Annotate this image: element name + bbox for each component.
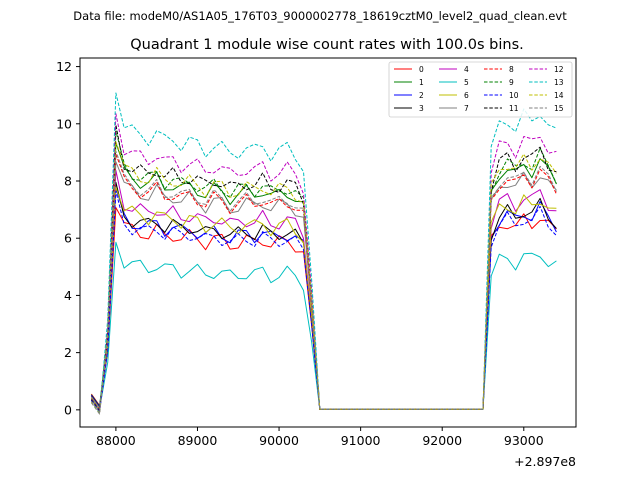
y-tick-label: 12 [56,59,72,74]
y-tick-label: 2 [64,345,72,360]
x-tick-label: 88000 [96,433,136,448]
x-tick-label: 89000 [178,433,218,448]
legend-label-1: 1 [419,78,424,87]
y-axis: 0 2 4 6 8 10 12 [56,59,80,417]
series-group [90,92,557,415]
series-line-8 [90,153,557,411]
legend-label-5: 5 [464,78,469,87]
x-offset-label: +2.897e8 [514,454,576,469]
legend-label-15: 15 [554,104,564,113]
x-tick-label: 92000 [422,433,462,448]
figure-suptitle: Data file: modeM0/AS1A05_176T03_90000027… [73,9,567,23]
legend-label-8: 8 [509,65,514,74]
legend-frame [388,61,573,118]
plot-frame [79,57,577,428]
legend-label-9: 9 [509,78,514,87]
legend-label-7: 7 [464,104,469,113]
legend-label-13: 13 [554,78,564,87]
legend-label-4: 4 [464,65,469,74]
chart-title: Quadrant 1 module wise count rates with … [130,37,524,53]
y-tick-label: 8 [64,174,72,189]
legend-label-14: 14 [554,91,564,100]
series-line-15 [90,150,557,415]
x-tick-label: 93000 [504,433,544,448]
legend-label-10: 10 [509,91,519,100]
x-tick-label: 90000 [259,433,299,448]
legend-label-12: 12 [554,65,564,74]
x-tick-label: 91000 [341,433,381,448]
y-tick-label: 10 [56,116,72,131]
x-axis: 88000 89000 90000 91000 92000 93000 [96,427,544,448]
legend-label-3: 3 [419,104,424,113]
y-tick-label: 6 [64,231,72,246]
legend-label-11: 11 [509,104,519,113]
legend-label-2: 2 [419,91,424,100]
plot-area [80,58,576,427]
y-tick-label: 4 [64,288,72,303]
legend-label-6: 6 [464,91,469,100]
y-tick-label: 0 [64,402,72,417]
legend-label-0: 0 [419,65,424,74]
